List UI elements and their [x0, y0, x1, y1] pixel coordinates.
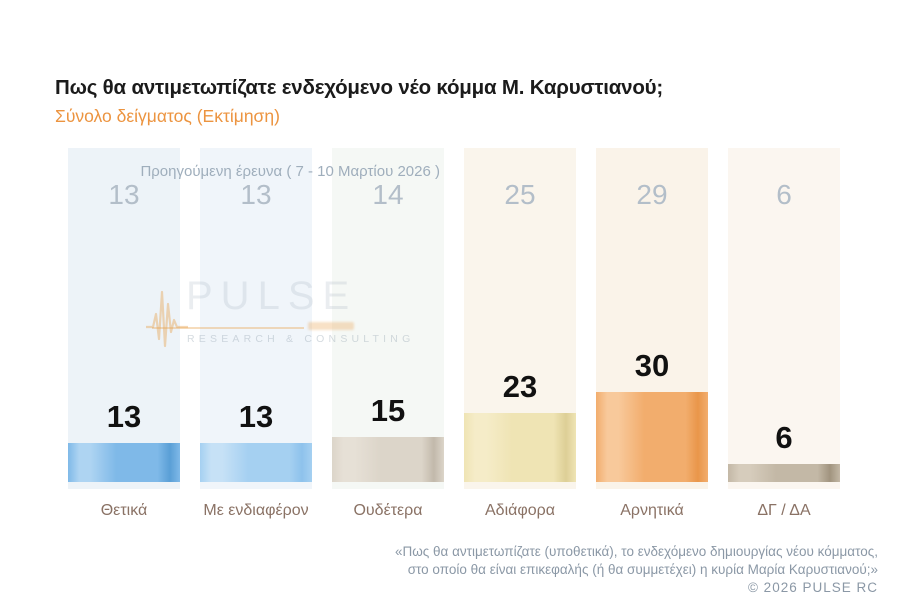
chart-column: 13 13 Θετικά	[68, 148, 180, 520]
chart-column: 13 13 Με ενδιαφέρον	[200, 148, 312, 520]
bar-value-label: 15	[370, 393, 406, 428]
column-panel: 14 15	[332, 148, 444, 489]
footer-question-line2: στο οποίο θα είναι επικεφαλής (ή θα συμμ…	[407, 561, 878, 577]
category-label: Ουδέτερα	[353, 502, 423, 519]
previous-survey-value: 13	[240, 179, 272, 210]
previous-survey-value: 6	[776, 179, 792, 210]
bar-value-label: 6	[775, 420, 793, 455]
chart-area: 13 13 Θετικά 13 13 Με ενδιαφέρον 14 15 Ο…	[68, 148, 840, 520]
category-label: ΔΓ / ΔΑ	[757, 502, 811, 519]
category-label: Αδιάφορα	[484, 502, 555, 519]
previous-survey-value: 13	[108, 179, 140, 210]
column-panel: 25 23	[464, 148, 576, 489]
copyright-text: © 2026 PULSE RC	[747, 580, 878, 595]
previous-survey-value: 29	[636, 179, 668, 210]
footer: «Πως θα αντιμετωπίζατε (υποθετικά), το ε…	[238, 543, 878, 597]
previous-survey-caption: Προηγούμενη έρευνα ( 7 - 10 Μαρτίου 2026…	[140, 163, 440, 180]
bar-value-label: 13	[106, 399, 142, 434]
previous-survey-value: 25	[504, 179, 536, 210]
bar-value-label: 23	[502, 369, 538, 404]
bar	[332, 437, 444, 482]
column-panel: 6 6	[728, 148, 840, 489]
chart-column: 6 6 ΔΓ / ΔΑ	[728, 148, 840, 520]
bar	[464, 413, 576, 482]
column-panel: 29 30	[596, 148, 708, 489]
bar	[200, 443, 312, 482]
bar-value-label: 30	[634, 348, 670, 383]
chart-title: Πως θα αντιμετωπίζατε ενδεχόμενο νέο κόμ…	[55, 76, 664, 99]
category-label: Αρνητικά	[620, 502, 684, 519]
bar	[596, 392, 708, 482]
previous-survey-value: 14	[372, 179, 404, 210]
bar-value-label: 13	[238, 399, 274, 434]
category-label: Θετικά	[100, 502, 148, 519]
footer-question-line1: «Πως θα αντιμετωπίζατε (υποθετικά), το ε…	[394, 544, 878, 559]
chart-subtitle: Σύνολο δείγματος (Εκτίμηση)	[55, 106, 280, 126]
chart-column: 29 30 Αρνητικά	[596, 148, 708, 520]
column-panel: 13 13	[200, 148, 312, 489]
chart-column: 14 15 Ουδέτερα	[332, 148, 444, 520]
bar	[68, 443, 180, 482]
chart-column: 25 23 Αδιάφορα	[464, 148, 576, 520]
chart-header: Πως θα αντιμετωπίζατε ενδεχόμενο νέο κόμ…	[55, 76, 663, 127]
bar	[728, 464, 840, 482]
category-label: Με ενδιαφέρον	[203, 502, 309, 519]
column-panel: 13 13	[68, 148, 180, 489]
